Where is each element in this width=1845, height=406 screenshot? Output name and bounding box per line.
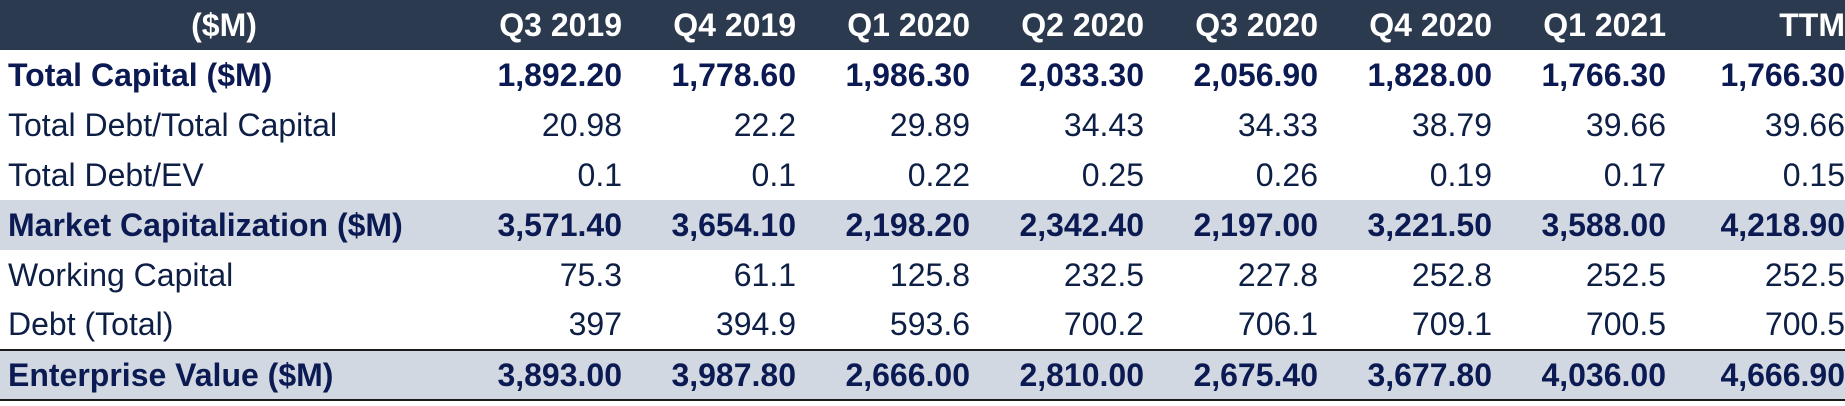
table-cell: 34.43 <box>1063 106 1144 143</box>
table-cell: 34.33 <box>1237 106 1318 143</box>
table-cell: 2,197.00 <box>1144 200 1318 250</box>
table-cell: 700.5 <box>1585 306 1666 342</box>
table-cell: 4,666.90 <box>1666 349 1845 401</box>
table-cell: 0.22 <box>907 156 970 193</box>
table-cell: 3,654.10 <box>622 200 796 250</box>
table-cell: 3,221.50 <box>1318 200 1492 250</box>
table-cell: 2,056.90 <box>1193 56 1318 93</box>
table-row-debt-to-capital: Total Debt/Total Capital 20.98 22.2 29.8… <box>0 100 1845 150</box>
table-cell: 1,892.20 <box>497 56 622 93</box>
table-cell: 2,666.00 <box>796 349 970 401</box>
table-cell: 232.5 <box>1063 256 1144 293</box>
table-row-debt-to-ev: Total Debt/EV 0.1 0.1 0.22 0.25 0.26 0.1… <box>0 150 1845 200</box>
row-label: Working Capital <box>8 256 234 293</box>
table-row-market-cap: Market Capitalization ($M) 3,571.40 3,65… <box>0 200 1845 250</box>
header-cell-q1-2021: Q1 2021 <box>1543 6 1666 43</box>
table-row-total-debt: Debt (Total) 397 394.9 593.6 700.2 706.1… <box>0 300 1845 350</box>
table-cell: 1,766.30 <box>1720 56 1845 93</box>
header-cell-q1-2020: Q1 2020 <box>847 6 970 43</box>
header-cell-q3-2019: Q3 2019 <box>499 6 622 43</box>
header-cell-q2-2020: Q2 2020 <box>1021 6 1144 43</box>
table-cell: 3,588.00 <box>1492 200 1666 250</box>
header-cell-q4-2019: Q4 2019 <box>673 6 796 43</box>
table-row-total-capital: Total Capital ($M) 1,892.20 1,778.60 1,9… <box>0 50 1845 100</box>
table-cell: 227.8 <box>1237 256 1318 293</box>
table-cell: 125.8 <box>889 256 970 293</box>
table-cell: 2,342.40 <box>970 200 1144 250</box>
table-cell: 39.66 <box>1585 106 1666 143</box>
table-cell: 706.1 <box>1237 306 1318 342</box>
header-cell-q3-2020: Q3 2020 <box>1195 6 1318 43</box>
table-cell: 593.6 <box>889 306 970 342</box>
table-cell: 4,218.90 <box>1666 200 1845 250</box>
table-cell: 22.2 <box>733 106 796 143</box>
table-cell: 2,198.20 <box>796 200 970 250</box>
table-cell: 2,033.30 <box>1019 56 1144 93</box>
table-cell: 3,571.40 <box>448 200 622 250</box>
row-label: Enterprise Value ($M) <box>0 349 448 401</box>
table-cell: 38.79 <box>1411 106 1492 143</box>
table-cell: 0.25 <box>1081 156 1144 193</box>
table-cell: 75.3 <box>559 256 622 293</box>
table-cell: 0.1 <box>577 156 622 193</box>
table-cell: 700.5 <box>1764 306 1845 342</box>
table-cell: 2,810.00 <box>970 349 1144 401</box>
table-cell: 0.17 <box>1603 156 1666 193</box>
table-cell: 700.2 <box>1063 306 1144 342</box>
table-row-enterprise-value: Enterprise Value ($M) 3,893.00 3,987.80 … <box>0 349 1845 401</box>
table-cell: 39.66 <box>1764 106 1845 143</box>
table-cell: 61.1 <box>733 256 796 293</box>
table-cell: 709.1 <box>1411 306 1492 342</box>
table-cell: 1,778.60 <box>671 56 796 93</box>
table-cell: 1,986.30 <box>845 56 970 93</box>
table-cell: 397 <box>568 306 622 342</box>
table-cell: 0.1 <box>751 156 796 193</box>
table-cell: 3,987.80 <box>622 349 796 401</box>
header-cell-ttm: TTM <box>1779 6 1845 43</box>
row-label: Debt (Total) <box>8 306 174 342</box>
table-row-working-capital: Working Capital 75.3 61.1 125.8 232.5 22… <box>0 250 1845 300</box>
header-cell-q4-2020: Q4 2020 <box>1369 6 1492 43</box>
table-cell: 2,675.40 <box>1144 349 1318 401</box>
header-cell-units: ($M) <box>191 6 257 43</box>
row-label: Total Capital ($M) <box>8 56 273 93</box>
table-cell: 1,828.00 <box>1367 56 1492 93</box>
table-cell: 394.9 <box>715 306 796 342</box>
table-cell: 29.89 <box>889 106 970 143</box>
table-cell: 252.8 <box>1411 256 1492 293</box>
table-cell: 0.15 <box>1782 156 1845 193</box>
row-label: Total Debt/Total Capital <box>8 106 338 143</box>
table-cell: 252.5 <box>1585 256 1666 293</box>
table-cell: 1,766.30 <box>1541 56 1666 93</box>
table-header-row: ($M) Q3 2019 Q4 2019 Q1 2020 Q2 2020 Q3 … <box>0 0 1845 50</box>
table-cell: 4,036.00 <box>1492 349 1666 401</box>
table-cell: 20.98 <box>541 106 622 143</box>
table-cell: 252.5 <box>1764 256 1845 293</box>
row-label: Market Capitalization ($M) <box>0 200 448 250</box>
row-label: Total Debt/EV <box>8 156 204 193</box>
table-cell: 0.19 <box>1429 156 1492 193</box>
table-cell: 3,893.00 <box>448 349 622 401</box>
table-cell: 3,677.80 <box>1318 349 1492 401</box>
table-cell: 0.26 <box>1255 156 1318 193</box>
